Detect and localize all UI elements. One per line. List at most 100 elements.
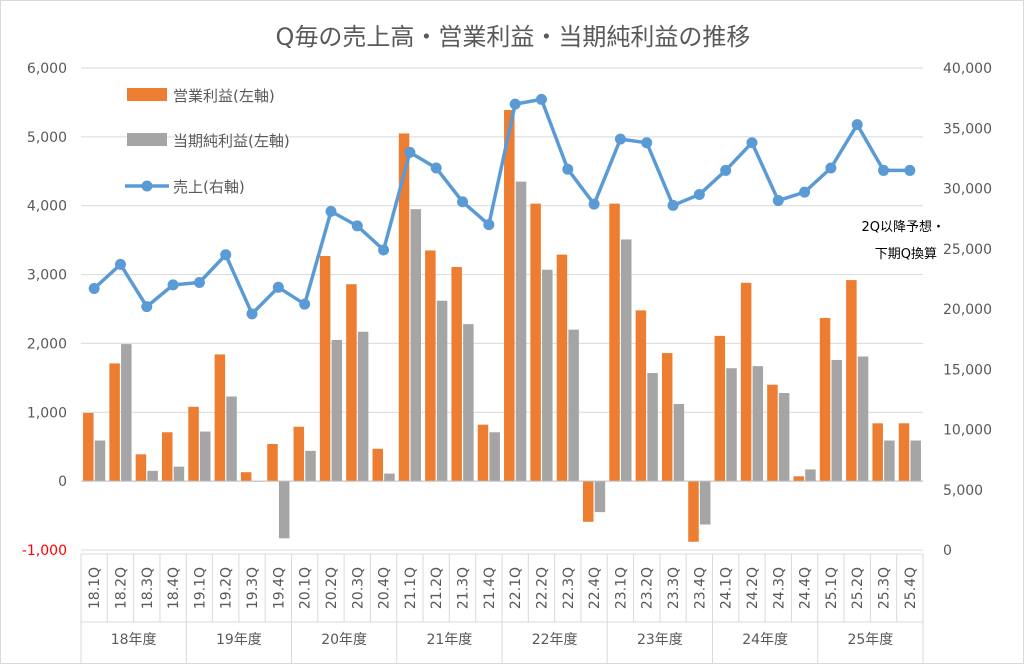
x-tick-label: 25.2Q [850,567,866,609]
y-left-tick-label: 2,000 [27,336,67,352]
y-left-tick-label: 6,000 [27,61,67,77]
x-tick-label: 21.2Q [429,567,445,609]
bar-operating-profit [740,282,752,482]
bar-net-profit [857,356,869,482]
x-group-label: 20年度 [321,632,367,648]
sales-marker [799,186,811,198]
bar-operating-profit [346,284,357,482]
sales-marker [878,164,890,176]
x-tick-label: 22.2Q [534,567,550,609]
x-tick-label: 21.3Q [456,567,472,609]
sales-marker [299,298,311,310]
bar-operating-profit [451,266,462,482]
bar-net-profit [726,368,737,482]
bar-net-profit [121,344,132,482]
legend-label: 当期純利益(左軸) [173,132,290,150]
legend: 営業利益(左軸) 当期純利益(左軸) 売上(右軸) [125,87,290,196]
sales-marker [851,119,863,131]
bar-net-profit [542,269,553,482]
bar-net-profit [778,393,790,482]
sales-marker [325,205,337,217]
x-tick-label: 18.1Q [87,567,103,609]
sales-marker [141,301,153,313]
sales-marker [457,196,469,208]
bar-operating-profit [135,454,147,482]
sales-marker [246,308,258,320]
x-tick-label: 25.1Q [824,567,840,609]
sales-line [92,97,910,316]
sales-marker [430,162,442,174]
bar-net-profit [226,396,237,482]
y-right-tick-label: 25,000 [943,242,992,258]
bar-net-profit [621,239,632,482]
bar-operating-profit [293,426,305,482]
x-tick-label: 18.4Q [166,567,182,609]
x-tick-label: 22.4Q [587,567,603,609]
x-tick-label: 23.3Q [666,567,682,609]
bar-operating-profit [398,133,410,482]
bar-operating-profit [661,353,673,482]
sales-marker [272,281,284,293]
bar-net-profit [594,481,606,513]
sales-marker [772,195,784,207]
bar-net-profit [305,450,316,482]
sales-marker [614,133,626,145]
sales-marker [404,146,416,158]
legend-swatch [127,133,167,146]
x-tick-label: 24.3Q [771,567,787,609]
bar-operating-profit [846,280,857,482]
bar-operating-profit [609,203,620,482]
bar-operating-profit [582,481,594,522]
y-right-tick-label: 15,000 [943,362,992,378]
axes: -1,000 0 1,000 2,000 3,000 4,000 5,000 6,000 0 5,… [22,61,992,663]
bar-net-profit [147,470,158,482]
bar-net-profit [436,300,448,482]
bar-operating-profit [793,476,804,482]
bar-net-profit [410,209,422,482]
x-group-label: 25年度 [847,632,893,648]
bar-net-profit [278,481,290,539]
x-group-label: 24年度 [742,632,788,648]
chart-title: Q毎の売上高・営業利益・当期純利益の推移 [276,23,751,51]
x-tick-label: 20.2Q [324,567,340,609]
x-tick-label: 22.1Q [508,567,524,609]
x-group-label: 21年度 [426,632,472,648]
x-tick-label: 19.4Q [271,567,287,609]
legend-label: 営業利益(左軸) [173,87,275,105]
x-tick-label: 25.4Q [903,567,919,609]
y-right-tick-label: 20,000 [943,302,992,318]
x-tick-label: 19.3Q [245,567,261,609]
bar-net-profit [331,339,343,482]
bar-operating-profit [109,363,120,482]
sales-marker [509,98,521,110]
sales-marker [667,199,679,211]
bar-net-profit [463,324,474,482]
bar-net-profit [647,373,658,482]
bar-net-profit [489,432,500,482]
bar-operating-profit [425,250,436,482]
bar-net-profit [910,440,921,482]
sales-marker [483,219,495,231]
sales-marker [588,198,600,210]
sales-marker [167,279,179,291]
bar-operating-profit [214,354,226,482]
sales-marker [535,93,547,105]
x-tick-label: 24.4Q [798,567,814,609]
bar-net-profit [568,329,579,482]
bar-net-profit [699,481,711,525]
bar-net-profit [805,469,816,482]
x-group-label: 22年度 [532,632,578,648]
bar-operating-profit [872,423,883,482]
x-tick-label: 20.4Q [377,567,393,609]
bar-operating-profit [477,424,489,482]
sales-marker [904,164,916,176]
y-left-tick-label: 3,000 [27,268,67,284]
bar-operating-profit [240,472,252,482]
bar-operating-profit [767,384,778,482]
bar-operating-profit [83,412,94,482]
y-right-tick-label: 35,000 [943,121,992,137]
sales-marker [351,220,363,232]
bar-operating-profit [267,443,278,482]
x-group-label: 19年度 [216,632,262,648]
